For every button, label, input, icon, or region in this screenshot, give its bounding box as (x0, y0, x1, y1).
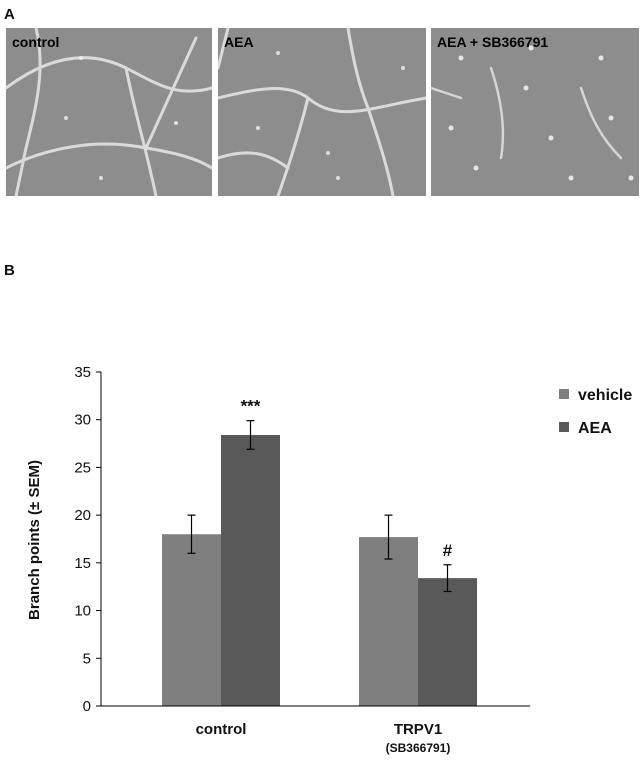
y-axis: 0 5 10 15 20 25 30 35 (74, 364, 102, 715)
micrograph-aea-sb366791-image (431, 45, 634, 181)
micrograph-aea-label: AEA (224, 34, 254, 50)
x-category-label: control (196, 721, 247, 738)
significance-annotation: *** (241, 397, 261, 416)
micrograph-aea-image (218, 28, 426, 196)
bar-aea-trpv1 (418, 578, 477, 706)
micrograph-aea-sb366791: AEA + SB366791 (431, 28, 639, 196)
bars: *** # (162, 397, 477, 706)
legend-label-vehicle: vehicle (578, 387, 632, 404)
legend-swatch-vehicle (559, 389, 569, 399)
x-axis: control TRPV1 (SB366791) (101, 705, 530, 755)
micrograph-aea-sb366791-label: AEA + SB366791 (437, 34, 549, 50)
y-tick-label: 5 (83, 650, 91, 667)
y-tick-label: 20 (74, 507, 91, 524)
micrograph-aea: AEA (218, 28, 426, 196)
bar-aea-control (221, 434, 280, 706)
y-tick-label: 10 (74, 603, 91, 620)
y-tick-label: 35 (74, 364, 91, 381)
bar-vehicle-control (162, 534, 221, 706)
y-tick-label: 25 (74, 459, 91, 476)
branch-points-bar-chart: 0 5 10 15 20 25 30 35 *** # control TRPV1 (SB36679… (26, 364, 632, 755)
y-axis-title: Branch points (± SEM) (26, 460, 43, 620)
legend-label-aea: AEA (578, 420, 612, 437)
y-tick-label: 30 (74, 412, 91, 429)
panel-b-letter: B (4, 262, 15, 279)
significance-annotation: # (443, 541, 453, 560)
y-tick-label: 0 (83, 698, 91, 715)
x-category-label: TRPV1 (394, 721, 442, 738)
micrograph-control-label: control (12, 34, 60, 50)
legend: vehicle AEA (559, 387, 632, 437)
y-tick-label: 15 (74, 555, 91, 572)
panel-a-letter: A (4, 6, 15, 23)
x-category-sublabel: (SB366791) (386, 741, 451, 755)
legend-swatch-aea (559, 422, 569, 432)
micrograph-control-image (6, 28, 212, 196)
bar-vehicle-trpv1 (359, 537, 418, 706)
micrograph-control: control (6, 28, 212, 196)
